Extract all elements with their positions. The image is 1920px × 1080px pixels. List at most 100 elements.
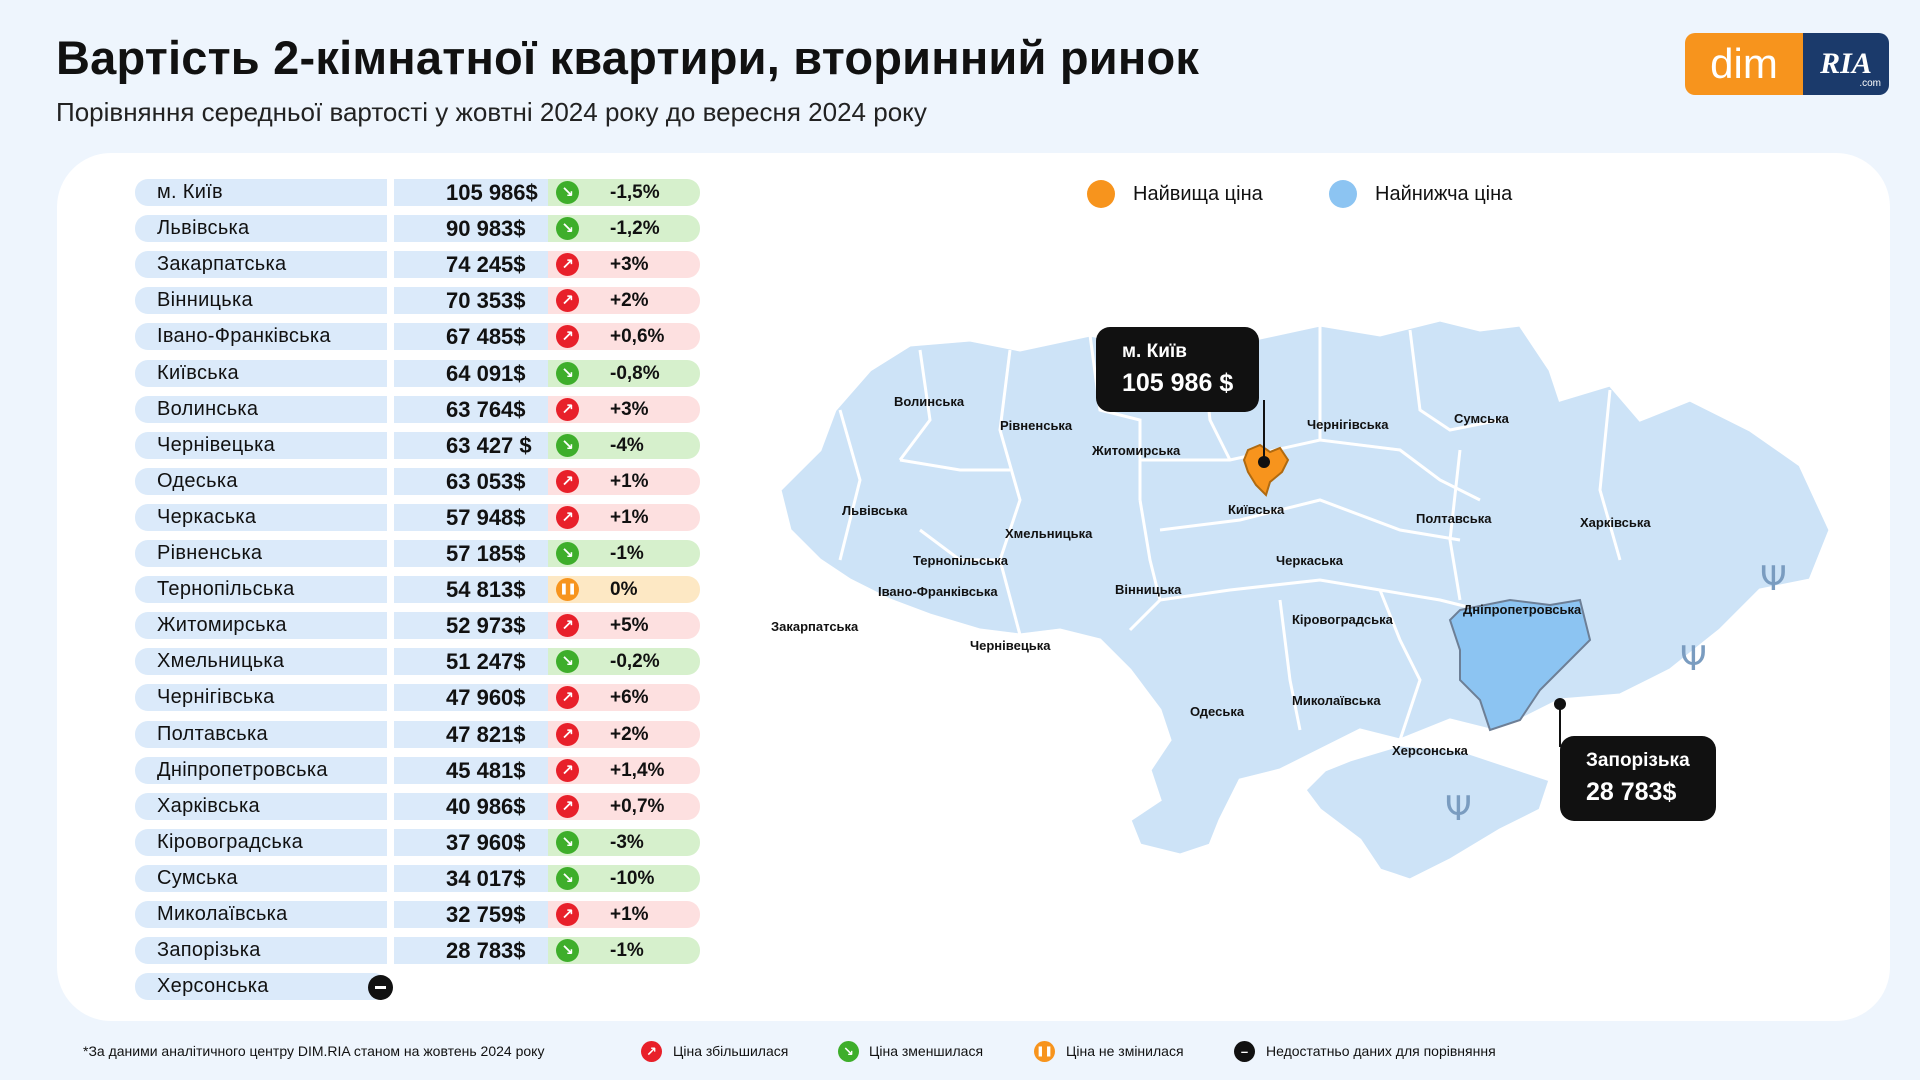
table-row: Чернівецька 63 427 $ -4% ↘ — [135, 431, 700, 459]
increase-arrow-icon: ↗ — [556, 253, 579, 277]
region-price: 105 986$ — [394, 179, 554, 206]
legend-decrease-label: Ціна зменшилася — [869, 1043, 984, 1059]
table-row: м. Київ 105 986$ -1,5% ↘ — [135, 179, 700, 206]
region-name: Тернопільська — [135, 576, 387, 604]
region-price: 34 017$ — [394, 864, 554, 892]
table-row: Миколаївська 32 759$ +1% ↗ — [135, 901, 700, 928]
region-price: 54 813$ — [394, 576, 554, 604]
increase-arrow-icon: ↗ — [556, 469, 579, 493]
region-price: 63 764$ — [394, 395, 554, 423]
page-title: Вартість 2-кімнатної квартири, вторинний… — [56, 31, 1200, 84]
source-note: *За даними аналітичного центру DIM.RIA с… — [83, 1043, 545, 1059]
region-borders — [838, 325, 1622, 741]
map-label: Дніпропетровська — [1463, 602, 1582, 617]
trident-icon: Ψ — [1445, 789, 1472, 829]
decrease-arrow-icon: ↘ — [556, 650, 579, 674]
region-name: м. Київ — [135, 179, 387, 206]
decrease-arrow-icon: ↘ — [556, 830, 579, 854]
table-row: Тернопільська 54 813$ 0% ❚❚ — [135, 576, 700, 604]
table-row: Рівненська 57 185$ -1% ↘ — [135, 540, 700, 567]
dim-ria-logo[interactable]: dim RIA .com — [1685, 33, 1889, 95]
table-row: Запорізька 28 783$ -1% ↘ — [135, 937, 700, 965]
table-row: Полтавська 47 821$ +2% ↗ — [135, 720, 700, 748]
legend-highest: Найвища ціна — [1087, 180, 1263, 208]
logo-com-text: .com — [1859, 78, 1881, 89]
increase-arrow-icon: ↗ — [556, 903, 579, 926]
unchanged-pause-icon: ❚❚ — [1034, 1041, 1055, 1062]
zaporizhzhia-region — [1448, 598, 1592, 732]
table-row: Вінницька 70 353$ +2% ↗ — [135, 287, 700, 315]
highest-callout-name: м. Київ — [1122, 341, 1187, 362]
page-subtitle: Порівняння середньої вартості у жовтні 2… — [56, 97, 927, 127]
map-label: Волинська — [894, 394, 965, 409]
region-price: 67 485$ — [394, 323, 554, 351]
map-label: Івано-Франківська — [878, 584, 998, 599]
table-row: Сумська 34 017$ -10% ↘ — [135, 864, 700, 892]
region-price: 63 053$ — [394, 467, 554, 495]
table-row: Дніпропетровська 45 481$ +1,4% ↗ — [135, 756, 700, 784]
region-name: Івано-Франківська — [135, 323, 387, 351]
kyiv-region — [1242, 443, 1290, 497]
table-row: Житомирська 52 973$ +5% ↗ — [135, 612, 700, 640]
legend-lowest-label: Найнижча ціна — [1375, 182, 1513, 205]
lowest-dot-icon — [1329, 180, 1357, 208]
increase-arrow-icon: ↗ — [641, 1041, 662, 1062]
region-name: Дніпропетровська — [135, 756, 387, 784]
decrease-arrow-icon: ↘ — [556, 866, 579, 890]
region-name: Рівненська — [135, 540, 387, 567]
table-row: Київська 64 091$ -0,8% ↘ — [135, 359, 700, 387]
region-price: 37 960$ — [394, 828, 554, 856]
map-label: Житомирська — [1091, 443, 1181, 458]
decrease-arrow-icon: ↘ — [838, 1041, 859, 1062]
map-label: Херсонська — [1392, 743, 1469, 758]
increase-arrow-icon: ↗ — [556, 794, 579, 818]
map-label: Закарпатська — [771, 619, 859, 634]
map-label: Київська — [1228, 502, 1285, 517]
region-name: Полтавська — [135, 720, 387, 748]
map-label: Полтавська — [1416, 511, 1492, 526]
region-name: Кіровоградська — [135, 828, 387, 856]
table-row: Херсонська — [135, 973, 700, 1001]
table-row: Івано-Франківська 67 485$ +0,6% ↗ — [135, 323, 700, 351]
map-label: Кіровоградська — [1292, 612, 1394, 627]
increase-arrow-icon: ↗ — [556, 397, 579, 421]
unchanged-pause-icon: ❚❚ — [556, 578, 579, 602]
map-label: Вінницька — [1115, 582, 1182, 597]
map-label: Чернігівська — [1307, 417, 1389, 432]
lowest-callout-name: Запорізька — [1586, 750, 1690, 771]
table-row: Хмельницька 51 247$ -0,2% ↘ — [135, 648, 700, 676]
region-name: Черкаська — [135, 503, 387, 531]
increase-arrow-icon: ↗ — [556, 505, 579, 529]
map-label: Харківська — [1580, 515, 1651, 530]
region-name: Волинська — [135, 395, 387, 423]
table-row: Харківська 40 986$ +0,7% ↗ — [135, 792, 700, 820]
increase-arrow-icon: ↗ — [556, 289, 579, 313]
logo-ria-text: RIA — [1820, 47, 1872, 80]
increase-arrow-icon: ↗ — [556, 758, 579, 782]
region-name: Сумська — [135, 864, 387, 892]
decrease-arrow-icon: ↘ — [556, 217, 579, 241]
legend-highest-label: Найвища ціна — [1133, 182, 1263, 205]
logo-ria-part: RIA .com — [1803, 33, 1889, 95]
table-row: Закарпатська 74 245$ +3% ↗ — [135, 251, 700, 279]
region-name: Чернівецька — [135, 431, 387, 459]
highest-price-callout: м. Київ 105 986 $ — [1096, 327, 1260, 412]
increase-arrow-icon: ↗ — [556, 325, 579, 349]
zaporizhzhia-pointer-dot — [1554, 698, 1566, 710]
region-price: 63 427 $ — [394, 431, 554, 459]
legend-increase-label: Ціна збільшилася — [673, 1043, 789, 1059]
decrease-arrow-icon: ↘ — [556, 542, 579, 565]
legend-unchanged-label: Ціна не змінилася — [1066, 1043, 1184, 1059]
region-price: 74 245$ — [394, 251, 554, 279]
decrease-arrow-icon: ↘ — [556, 939, 579, 963]
region-name: Закарпатська — [135, 251, 387, 279]
region-price: 45 481$ — [394, 756, 554, 784]
lowest-price-callout: Запорізька 28 783$ — [1560, 736, 1716, 821]
region-price: 40 986$ — [394, 792, 554, 820]
trident-icon: Ψ — [1680, 639, 1707, 679]
map-label: Рівненська — [1000, 418, 1073, 433]
table-row: Одеська 63 053$ +1% ↗ — [135, 467, 700, 495]
region-name: Житомирська — [135, 612, 387, 640]
highest-dot-icon — [1087, 180, 1115, 208]
map-label: Миколаївська — [1292, 693, 1381, 708]
